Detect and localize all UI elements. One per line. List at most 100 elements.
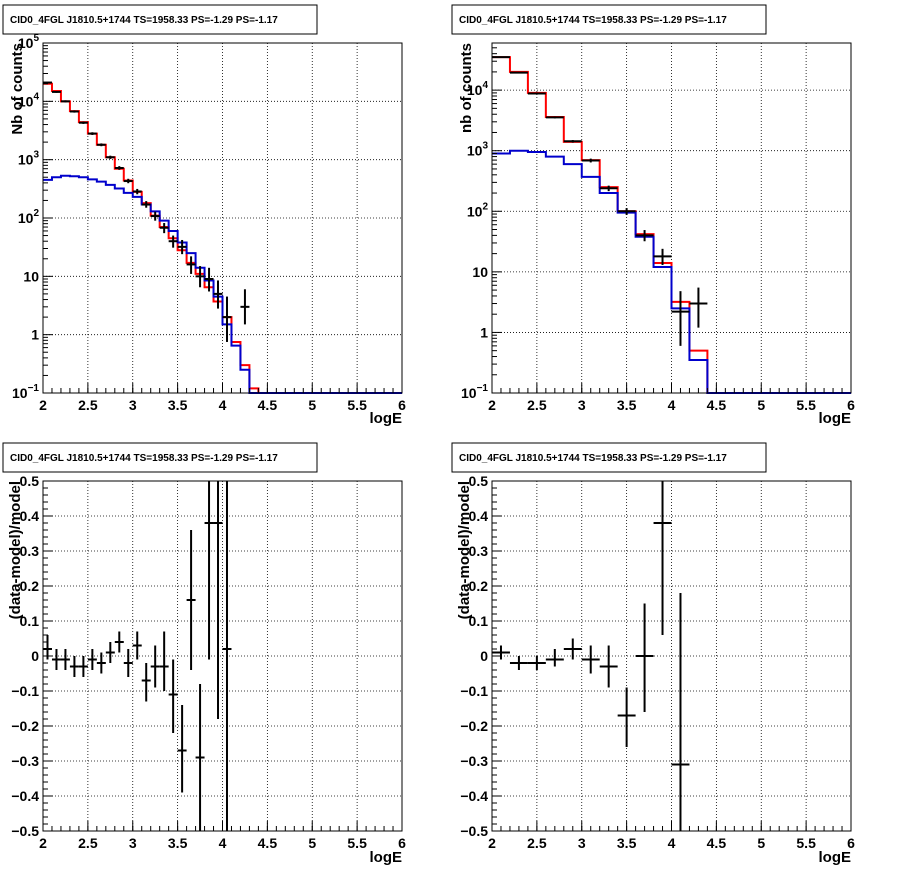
- title-box: [2, 442, 318, 473]
- x-tick-label: 2: [488, 397, 496, 413]
- data-point: [51, 649, 61, 670]
- x-tick-label: 2.5: [78, 835, 98, 851]
- x-tick-label: 4.5: [258, 835, 278, 851]
- y-tick-label: −0.1: [460, 683, 488, 699]
- y-tick-label: 0: [480, 648, 488, 664]
- y-tick-label: −0.2: [460, 718, 488, 734]
- y-tick-label: 102: [18, 208, 40, 226]
- data-point: [599, 185, 618, 192]
- x-tick-label: 6: [398, 397, 406, 413]
- y-axis-title: (data-model)/model: [7, 481, 24, 619]
- data-point: [96, 652, 106, 674]
- data-point: [599, 645, 618, 688]
- data-point: [492, 56, 510, 59]
- y-tick-label: −0.1: [11, 683, 39, 699]
- y-tick-label: −0.2: [11, 718, 39, 734]
- data-point: [213, 481, 223, 719]
- x-tick-label: 5.5: [347, 397, 367, 413]
- panel-bottom-left: CID0_4FGL J1810.5+1744 TS=1958.33 PS=-1.…: [2, 442, 406, 866]
- data-point: [123, 649, 133, 677]
- x-tick-label: 4.5: [258, 397, 278, 413]
- y-tick-label: −0.5: [460, 823, 488, 839]
- x-tick-label: 4: [668, 397, 676, 413]
- x-tick-label: 6: [847, 835, 855, 851]
- data-point: [581, 645, 600, 674]
- chart-title: CID0_4FGL J1810.5+1744 TS=1958.33 PS=-1.…: [10, 15, 278, 26]
- y-tick-label: 0.3: [469, 543, 489, 559]
- x-axis-title: logE: [819, 410, 852, 427]
- data-point: [653, 248, 672, 265]
- data-point: [141, 201, 151, 208]
- x-tick-label: 3.5: [168, 397, 188, 413]
- data-point: [60, 649, 70, 670]
- data-point: [60, 100, 70, 103]
- data-point: [222, 481, 232, 831]
- y-tick-label: 0.2: [469, 578, 489, 594]
- data-point: [581, 158, 600, 163]
- data-point: [509, 656, 528, 670]
- data-point: [240, 289, 250, 325]
- y-tick-label: 0.3: [20, 543, 40, 559]
- data-point: [159, 631, 169, 691]
- chart-title: CID0_4FGL J1810.5+1744 TS=1958.33 PS=-1.…: [10, 453, 278, 464]
- data-point: [545, 116, 564, 119]
- data-point: [78, 656, 88, 677]
- y-tick-label: 1: [31, 327, 39, 343]
- x-tick-label: 3: [578, 835, 586, 851]
- data-point: [150, 211, 160, 221]
- x-tick-label: 3.5: [617, 835, 637, 851]
- title-box: [2, 4, 318, 35]
- panel-top-right: CID0_4FGL J1810.5+1744 TS=1958.33 PS=-1.…: [451, 4, 855, 427]
- data-point: [671, 593, 690, 831]
- y-tick-label: 10−1: [461, 383, 488, 401]
- x-tick-label: 2.5: [78, 397, 98, 413]
- x-tick-label: 4.5: [707, 835, 727, 851]
- x-tick-label: 5.5: [796, 397, 816, 413]
- y-axis-title: (data-model)/model: [456, 481, 473, 619]
- x-axis-title: logE: [819, 849, 852, 866]
- y-tick-label: 0.4: [469, 508, 489, 524]
- data-point: [195, 266, 205, 288]
- x-tick-label: 2.5: [527, 397, 547, 413]
- data-point: [168, 659, 178, 733]
- title-box: [451, 4, 767, 35]
- data-point: [527, 656, 546, 670]
- data-point: [150, 645, 160, 688]
- chart-title: CID0_4FGL J1810.5+1744 TS=1958.33 PS=-1.…: [459, 15, 727, 26]
- histogram-series-red: [492, 56, 851, 394]
- data-point: [635, 603, 654, 712]
- y-tick-label: 104: [18, 91, 40, 109]
- data-point: [132, 631, 142, 660]
- data-point: [43, 81, 52, 84]
- y-tick-label: −0.4: [460, 788, 488, 804]
- data-point: [527, 92, 546, 95]
- x-tick-label: 3.5: [617, 397, 637, 413]
- x-tick-label: 3.5: [168, 835, 188, 851]
- data-point: [141, 663, 151, 702]
- data-point: [69, 656, 79, 677]
- data-point: [671, 291, 690, 346]
- data-point: [96, 143, 106, 147]
- y-tick-label: 103: [18, 150, 40, 168]
- data-point: [114, 166, 124, 170]
- x-tick-label: 5: [308, 397, 316, 413]
- data-point: [132, 188, 142, 195]
- data-point: [635, 230, 654, 242]
- x-tick-label: 2: [39, 397, 47, 413]
- panel-top-left: CID0_4FGL J1810.5+1744 TS=1958.33 PS=-1.…: [2, 4, 406, 427]
- x-tick-label: 3: [129, 835, 137, 851]
- y-tick-label: 0.4: [20, 508, 40, 524]
- data-point: [105, 155, 115, 159]
- data-point: [563, 638, 582, 660]
- data-point: [204, 267, 214, 292]
- data-point: [213, 280, 223, 309]
- data-point: [168, 235, 178, 248]
- data-point: [204, 481, 214, 660]
- data-point: [87, 649, 97, 670]
- y-tick-label: 0.5: [20, 473, 40, 489]
- x-tick-label: 5.5: [347, 835, 367, 851]
- y-tick-label: −0.4: [11, 788, 39, 804]
- y-tick-label: 0: [31, 648, 39, 664]
- data-point: [186, 530, 196, 670]
